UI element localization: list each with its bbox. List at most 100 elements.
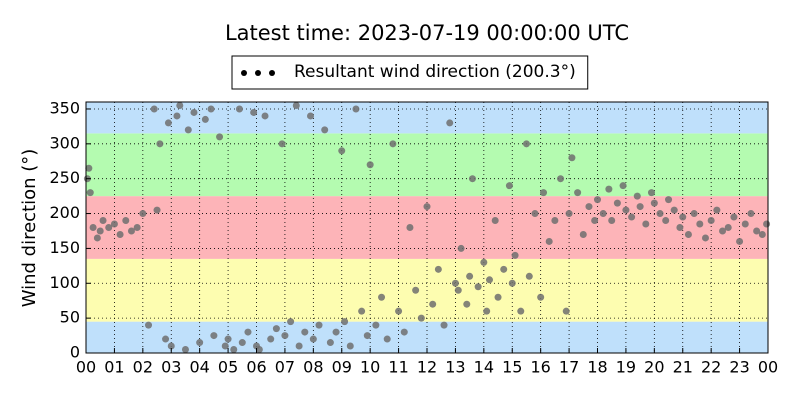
- y-tick-label: 200: [49, 203, 80, 222]
- x-tick-label: 05: [218, 358, 238, 377]
- legend-box: [231, 55, 589, 90]
- data-point: [440, 321, 448, 329]
- data-point: [701, 234, 709, 242]
- data-point: [250, 108, 258, 116]
- data-point: [287, 318, 295, 326]
- x-tick-label: 22: [701, 358, 721, 377]
- x-tick-label: 07: [275, 358, 295, 377]
- data-point: [619, 182, 627, 190]
- x-tick-label: 02: [133, 358, 153, 377]
- data-point: [321, 126, 329, 134]
- data-point: [753, 227, 761, 235]
- data-point: [707, 217, 715, 225]
- data-point: [647, 189, 655, 197]
- data-point: [537, 293, 545, 301]
- data-point: [133, 224, 141, 231]
- data-point: [105, 224, 113, 231]
- data-point: [196, 339, 204, 347]
- data-point: [696, 220, 704, 228]
- data-point: [736, 237, 744, 245]
- x-tick-label: 12: [417, 358, 437, 377]
- data-point: [483, 307, 491, 315]
- x-tick-label: 17: [559, 358, 579, 377]
- y-axis-label: Wind direction (°): [19, 149, 40, 308]
- data-point: [676, 224, 684, 231]
- data-point: [505, 182, 513, 190]
- data-point: [412, 286, 420, 294]
- data-point: [201, 115, 209, 123]
- data-point: [446, 119, 454, 127]
- legend-marker: [241, 70, 247, 76]
- data-point: [605, 185, 613, 193]
- data-point: [662, 217, 670, 225]
- data-point: [176, 101, 184, 109]
- data-point: [454, 286, 462, 294]
- data-point: [139, 210, 147, 218]
- data-point: [326, 339, 334, 347]
- x-tick-label: 01: [104, 358, 124, 377]
- data-point: [164, 119, 172, 127]
- data-point: [122, 217, 130, 225]
- legend-marker: [255, 70, 261, 76]
- data-point: [383, 335, 391, 343]
- data-point: [261, 112, 269, 120]
- data-point: [167, 342, 175, 350]
- data-point: [295, 342, 303, 350]
- legend-label: Resultant wind direction (200.3°): [294, 62, 576, 82]
- data-point: [480, 258, 488, 266]
- chart-title: Latest time: 2023-07-19 00:00:00 UTC: [225, 21, 629, 45]
- data-point: [633, 192, 641, 200]
- data-point: [255, 346, 263, 354]
- x-tick-label: 09: [332, 358, 352, 377]
- data-point: [145, 321, 153, 329]
- data-point: [468, 175, 476, 183]
- y-tick-label: 250: [49, 168, 80, 187]
- data-point: [622, 206, 630, 214]
- y-tick-label: 50: [60, 308, 80, 327]
- data-point: [181, 346, 189, 354]
- data-point: [636, 203, 644, 211]
- data-point: [281, 332, 289, 340]
- data-point: [551, 217, 559, 225]
- data-point: [173, 112, 181, 120]
- data-point: [730, 213, 738, 221]
- data-point: [221, 342, 229, 350]
- data-point: [579, 230, 587, 238]
- data-point: [719, 227, 727, 235]
- data-point: [309, 335, 317, 343]
- data-point: [230, 346, 238, 354]
- data-point: [395, 307, 403, 315]
- data-point: [724, 224, 732, 231]
- data-point: [216, 133, 224, 141]
- data-point: [127, 227, 135, 235]
- y-tick-label: 100: [49, 273, 80, 292]
- data-point: [628, 213, 636, 221]
- data-point: [747, 210, 755, 218]
- data-point: [272, 325, 280, 333]
- data-point: [758, 230, 766, 238]
- data-point: [466, 272, 474, 280]
- data-point: [378, 293, 386, 301]
- data-point: [244, 328, 252, 336]
- data-point: [522, 140, 530, 148]
- x-tick-label: 13: [445, 358, 465, 377]
- data-point: [434, 265, 442, 273]
- data-point: [562, 307, 570, 315]
- plot-frame: [85, 101, 769, 354]
- x-tick-label: 04: [189, 358, 209, 377]
- y-tick-label: 300: [49, 133, 80, 152]
- y-tick-label: 150: [49, 238, 80, 257]
- data-point: [389, 140, 397, 148]
- data-point: [93, 234, 101, 242]
- data-point: [110, 220, 118, 228]
- x-tick-label: 14: [474, 358, 494, 377]
- data-point: [278, 140, 286, 148]
- data-point: [474, 283, 482, 291]
- data-point: [267, 335, 275, 343]
- data-point: [508, 279, 516, 287]
- x-tick-label: 16: [530, 358, 550, 377]
- legend: Resultant wind direction (200.3°): [231, 55, 589, 90]
- data-point: [491, 217, 499, 225]
- data-point: [210, 332, 218, 340]
